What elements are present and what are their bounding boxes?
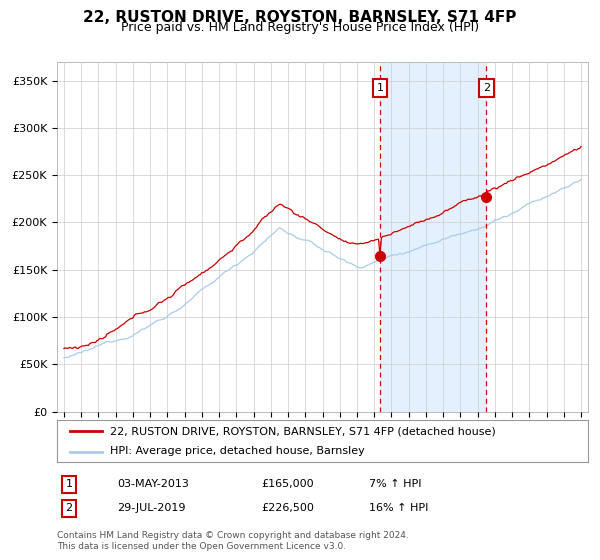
Text: 1: 1 bbox=[376, 83, 383, 93]
Text: 7% ↑ HPI: 7% ↑ HPI bbox=[369, 479, 421, 489]
Text: Contains HM Land Registry data © Crown copyright and database right 2024.: Contains HM Land Registry data © Crown c… bbox=[57, 531, 409, 540]
Text: 22, RUSTON DRIVE, ROYSTON, BARNSLEY, S71 4FP: 22, RUSTON DRIVE, ROYSTON, BARNSLEY, S71… bbox=[83, 10, 517, 25]
Text: 29-JUL-2019: 29-JUL-2019 bbox=[117, 503, 185, 514]
Text: 03-MAY-2013: 03-MAY-2013 bbox=[117, 479, 189, 489]
Text: 16% ↑ HPI: 16% ↑ HPI bbox=[369, 503, 428, 514]
Text: 2: 2 bbox=[483, 83, 490, 93]
Text: 22, RUSTON DRIVE, ROYSTON, BARNSLEY, S71 4FP (detached house): 22, RUSTON DRIVE, ROYSTON, BARNSLEY, S71… bbox=[110, 426, 496, 436]
Text: Price paid vs. HM Land Registry's House Price Index (HPI): Price paid vs. HM Land Registry's House … bbox=[121, 21, 479, 34]
Text: 1: 1 bbox=[65, 479, 73, 489]
Text: HPI: Average price, detached house, Barnsley: HPI: Average price, detached house, Barn… bbox=[110, 446, 365, 456]
Text: This data is licensed under the Open Government Licence v3.0.: This data is licensed under the Open Gov… bbox=[57, 542, 346, 550]
Text: 2: 2 bbox=[65, 503, 73, 514]
Text: £165,000: £165,000 bbox=[261, 479, 314, 489]
Text: £226,500: £226,500 bbox=[261, 503, 314, 514]
Bar bbox=[380, 62, 486, 412]
